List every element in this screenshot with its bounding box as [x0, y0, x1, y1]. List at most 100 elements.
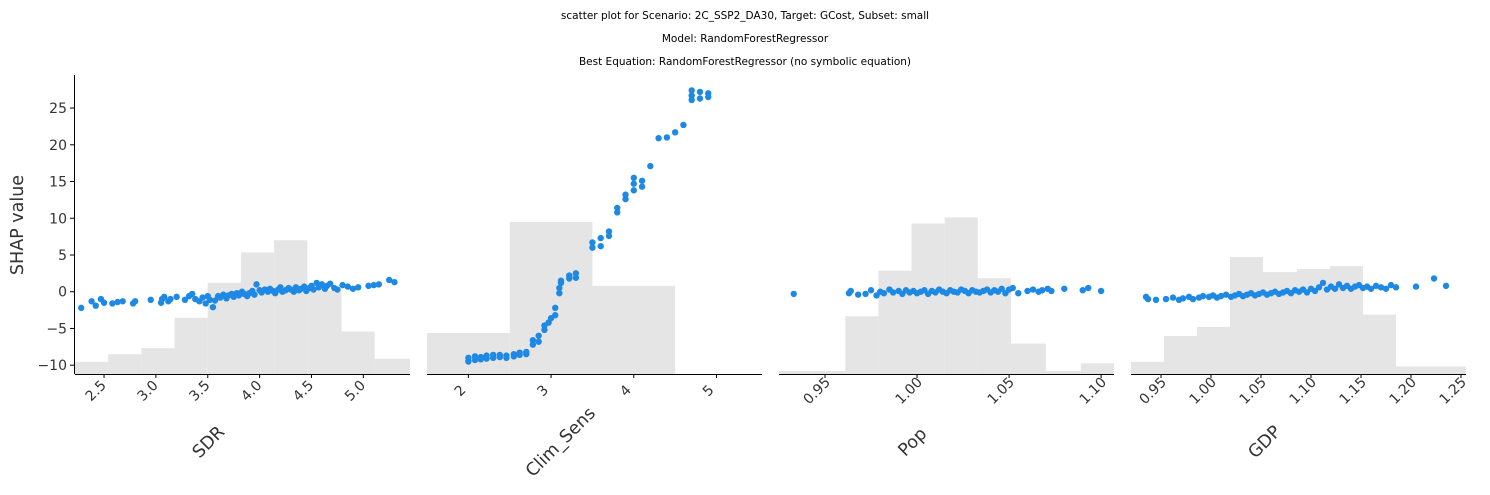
scatter-point — [1430, 275, 1438, 282]
scatter-point — [391, 278, 398, 286]
scatter-point — [566, 272, 573, 279]
scatter-point — [671, 129, 679, 136]
scatter-point — [1442, 282, 1450, 290]
scatter-point — [1372, 282, 1380, 290]
scatter-point — [1169, 294, 1177, 301]
scatter-point — [354, 284, 362, 291]
scatter-point — [349, 285, 357, 292]
scatter-point — [1392, 284, 1400, 291]
scatter-point — [552, 312, 559, 319]
scatter-point — [622, 195, 629, 203]
scatter-point — [790, 290, 797, 298]
histogram-bar — [509, 222, 593, 374]
histogram-bar — [1263, 272, 1297, 374]
y-tick-label: 15 — [49, 175, 67, 191]
scatter-point — [529, 341, 537, 348]
scatter-point — [535, 332, 542, 339]
scatter-point — [109, 300, 116, 307]
scatter-point — [1152, 296, 1160, 304]
title-line-scenario: scatter plot for Scenario: 2C_SSP2_DA30,… — [561, 10, 929, 22]
y-tick-label: 0 — [58, 285, 67, 301]
points-gdp — [1142, 275, 1450, 304]
scatter-point — [556, 284, 563, 292]
histogram-bar — [911, 223, 945, 374]
scatter-point — [688, 87, 695, 94]
histogram-bar — [1197, 326, 1230, 374]
scatter-point — [638, 177, 646, 184]
scatter-point — [630, 180, 637, 187]
scatter-point — [173, 293, 180, 301]
scatter-point — [663, 134, 671, 141]
scatter-point — [535, 338, 542, 345]
scatter-point — [688, 96, 695, 104]
scatter-point — [605, 228, 613, 235]
scatter-point — [1079, 287, 1086, 294]
scatter-point — [477, 353, 484, 361]
scatter-point — [1387, 281, 1395, 289]
scatter-point — [209, 303, 217, 311]
scatter-point — [1315, 284, 1323, 291]
histogram-bar — [1010, 343, 1046, 374]
scatter-point — [680, 121, 687, 129]
scatter-point — [655, 134, 662, 142]
scatter-point — [597, 242, 604, 250]
scatter-point — [167, 295, 174, 303]
scatter-point — [1189, 295, 1197, 303]
scatter-point — [889, 289, 897, 296]
scatter-point — [1179, 295, 1187, 302]
y-axis-label: SHAP value — [8, 175, 28, 275]
scatter-point — [339, 281, 346, 289]
scatter-point — [556, 289, 563, 297]
scatter-point — [1009, 284, 1016, 292]
scatter-point — [1367, 285, 1375, 292]
scatter-point — [465, 354, 472, 362]
scatter-point — [1039, 287, 1046, 294]
scatter-point — [557, 279, 565, 287]
scatter-point — [202, 300, 209, 307]
y-tick-label: −5 — [46, 321, 67, 337]
scatter-point — [1097, 287, 1105, 295]
y-tick-label: −10 — [37, 358, 67, 374]
scatter-point — [572, 274, 580, 281]
scatter-point — [854, 291, 862, 298]
scatter-point — [310, 286, 317, 293]
scatter-point — [589, 239, 596, 246]
y-axis-sdr: −10 −5 0 5 10 15 20 25 — [37, 75, 75, 374]
scatter-point — [114, 298, 121, 306]
scatter-point — [147, 296, 154, 304]
scatter-point — [334, 286, 341, 293]
scatter-point — [503, 352, 510, 359]
histogram-bar — [1230, 256, 1263, 374]
scatter-point — [496, 351, 503, 359]
scatter-point — [1085, 284, 1092, 292]
scatter-point — [188, 290, 196, 298]
scatter-point — [253, 281, 260, 288]
scatter-point — [251, 291, 258, 298]
scatter-point — [552, 304, 559, 312]
y-tick-label: 5 — [58, 248, 67, 264]
scatter-point — [119, 298, 126, 305]
scatter-point — [523, 348, 530, 356]
scatter-point — [344, 283, 351, 290]
scatter-point — [1217, 292, 1225, 300]
scatter-point — [614, 209, 621, 216]
scatter-point — [998, 285, 1005, 292]
scatter-point — [100, 299, 108, 306]
histogram-sdr — [75, 240, 410, 374]
scatter-point — [199, 294, 206, 301]
scatter-point — [181, 296, 189, 304]
histogram-bar — [1363, 314, 1396, 374]
scatter-point — [867, 287, 875, 294]
scatter-point — [160, 293, 168, 301]
points-clim-sens — [465, 87, 712, 365]
histogram-bar — [1080, 363, 1114, 374]
histogram-bar — [1429, 366, 1466, 374]
histogram-bar — [75, 361, 109, 374]
histogram-bar — [341, 331, 375, 374]
histogram-clim-sens — [427, 222, 676, 374]
scatter-point — [605, 232, 613, 240]
scatter-point — [572, 270, 580, 277]
scatter-point — [516, 349, 523, 356]
